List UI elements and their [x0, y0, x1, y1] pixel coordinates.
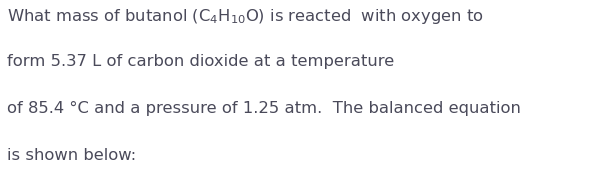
- Text: is shown below:: is shown below:: [7, 148, 136, 163]
- Text: of 85.4 °C and a pressure of 1.25 atm.  The balanced equation: of 85.4 °C and a pressure of 1.25 atm. T…: [7, 101, 521, 116]
- Text: form 5.37 L of carbon dioxide at a temperature: form 5.37 L of carbon dioxide at a tempe…: [7, 54, 394, 69]
- Text: What mass of butanol (C$_4$H$_{10}$O) is reacted  with oxygen to: What mass of butanol (C$_4$H$_{10}$O) is…: [7, 7, 484, 26]
